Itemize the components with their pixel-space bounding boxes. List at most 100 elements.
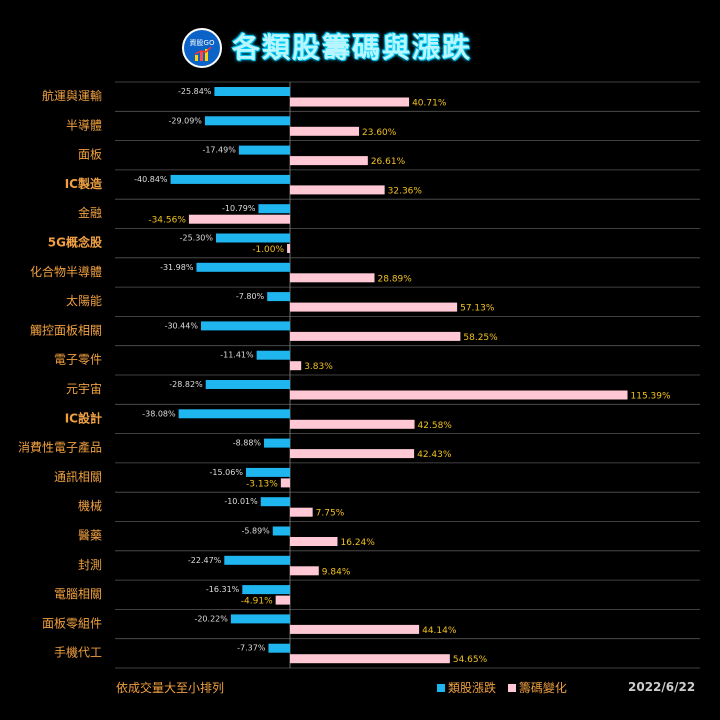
category-label: 手機代工 [54, 645, 102, 660]
category-label: 機械 [78, 498, 102, 513]
bar-chip-change [290, 273, 375, 283]
chart-legend: 類股漲跌 籌碼變化 [437, 679, 575, 696]
data-label-chip-change: 115.39% [631, 392, 671, 402]
category-label: 通訊相關 [54, 469, 102, 484]
category-label: 消費性電子產品 [18, 440, 102, 455]
bar-chip-change [290, 537, 338, 546]
bar-chip-change [275, 595, 290, 605]
data-label-chip-change: 28.89% [378, 274, 413, 284]
data-label-chip-change: 32.36% [388, 186, 423, 196]
bar-price-change [205, 380, 290, 389]
legend-label-chips: 籌碼變化 [518, 681, 567, 695]
data-label-chip-change: 42.58% [418, 421, 453, 431]
data-label-price-change: -15.06% [210, 468, 244, 477]
bar-chip-change [280, 478, 290, 488]
category-label: 元宇宙 [66, 381, 102, 396]
brand-logo: 資股GO [182, 28, 222, 68]
data-label-price-change: -25.84% [178, 87, 212, 96]
data-label-chip-change: 42.43% [417, 450, 452, 460]
bar-chip-change [290, 361, 302, 371]
bar-price-change [242, 585, 290, 595]
logo-text: 資股GO [189, 39, 215, 47]
data-label-price-change: -31.98% [160, 263, 194, 272]
data-label-chip-change: -4.91% [241, 597, 273, 607]
bar-price-change [268, 643, 290, 653]
bar-price-change [230, 614, 290, 624]
logo-chart-icon [194, 47, 212, 61]
bar-price-change [178, 409, 290, 419]
category-label: 醫藥 [78, 529, 102, 543]
data-label-price-change: -38.08% [142, 409, 176, 418]
bar-chip-change [290, 331, 461, 341]
data-label-price-change: -10.79% [222, 204, 256, 213]
data-label-price-change: -17.49% [202, 146, 236, 155]
legend-swatch-chips [507, 683, 516, 692]
bar-price-change [224, 555, 290, 565]
data-label-chip-change: 44.14% [422, 626, 457, 636]
data-label-price-change: -29.09% [169, 116, 203, 125]
category-label: 航運與運輸 [42, 88, 102, 103]
bar-chip-change [290, 507, 313, 517]
chart-title: 各類股籌碼與漲跌 [232, 31, 473, 64]
category-label: IC設計 [65, 410, 102, 425]
data-label-price-change: -10.01% [224, 497, 258, 506]
data-label-price-change: -22.47% [188, 556, 222, 565]
data-label-chip-change: 16.24% [341, 538, 376, 548]
bar-chip-change [290, 449, 415, 459]
category-label: 5G概念股 [48, 235, 103, 250]
legend-item-chips: 籌碼變化 [507, 679, 567, 696]
category-label: 半導體 [66, 118, 102, 132]
data-label-price-change: -7.37% [237, 644, 266, 653]
bar-chip-change [290, 302, 458, 312]
legend-item-price: 類股漲跌 [437, 679, 496, 696]
data-label-chip-change: 3.83% [304, 362, 333, 372]
data-label-price-change: -20.22% [194, 614, 228, 623]
data-label-price-change: -30.44% [165, 321, 199, 330]
category-label: 面板 [78, 148, 102, 162]
data-label-price-change: -11.41% [220, 351, 254, 360]
bar-chip-change [290, 654, 450, 664]
data-label-chip-change: 26.61% [371, 157, 406, 167]
data-label-chip-change: 23.60% [362, 128, 397, 138]
bar-price-change [238, 145, 290, 155]
data-label-chip-change: 54.65% [453, 655, 488, 665]
category-label: 觸控面板相關 [30, 322, 102, 337]
bar-price-change [264, 438, 290, 448]
data-label-price-change: -40.84% [134, 175, 168, 184]
bar-price-change [196, 262, 290, 272]
data-label-chip-change: 9.84% [322, 567, 351, 577]
data-label-price-change: -7.80% [236, 292, 265, 301]
bar-price-change [204, 116, 290, 126]
bar-price-change [272, 526, 290, 536]
data-label-chip-change: 40.71% [412, 99, 447, 109]
bar-chip-change [188, 214, 290, 224]
category-label: 電腦相關 [54, 586, 102, 601]
category-label: 封測 [78, 558, 102, 572]
data-label-chip-change: -1.00% [252, 245, 284, 255]
bar-chip-change [287, 244, 290, 253]
data-label-price-change: -16.31% [206, 585, 240, 594]
bar-price-change [267, 292, 290, 302]
bar-price-change [245, 467, 290, 477]
data-label-chip-change: 7.75% [316, 509, 345, 519]
category-label: 金融 [78, 205, 102, 220]
category-label: 化合物半導體 [30, 264, 102, 279]
data-label-price-change: -25.30% [180, 234, 214, 243]
bar-chip-change [290, 419, 415, 429]
bar-price-change [214, 87, 290, 96]
bar-price-change [260, 497, 290, 507]
data-label-chip-change: -34.56% [148, 216, 186, 226]
bar-price-change [170, 174, 290, 184]
category-label: 太陽能 [66, 293, 102, 308]
data-label-price-change: -5.89% [241, 527, 270, 536]
legend-label-price: 類股漲跌 [448, 681, 497, 695]
legend-swatch-price [437, 683, 445, 692]
bar-chip-change [290, 97, 410, 107]
category-label: 面板零組件 [42, 616, 102, 630]
bar-chip-change [290, 156, 368, 166]
category-label: 電子零件 [54, 353, 102, 367]
data-label-chip-change: 57.13% [460, 304, 495, 314]
chart-header: 資股GO 各類股籌碼與漲跌 [0, 0, 720, 80]
category-label: IC製造 [65, 176, 103, 191]
